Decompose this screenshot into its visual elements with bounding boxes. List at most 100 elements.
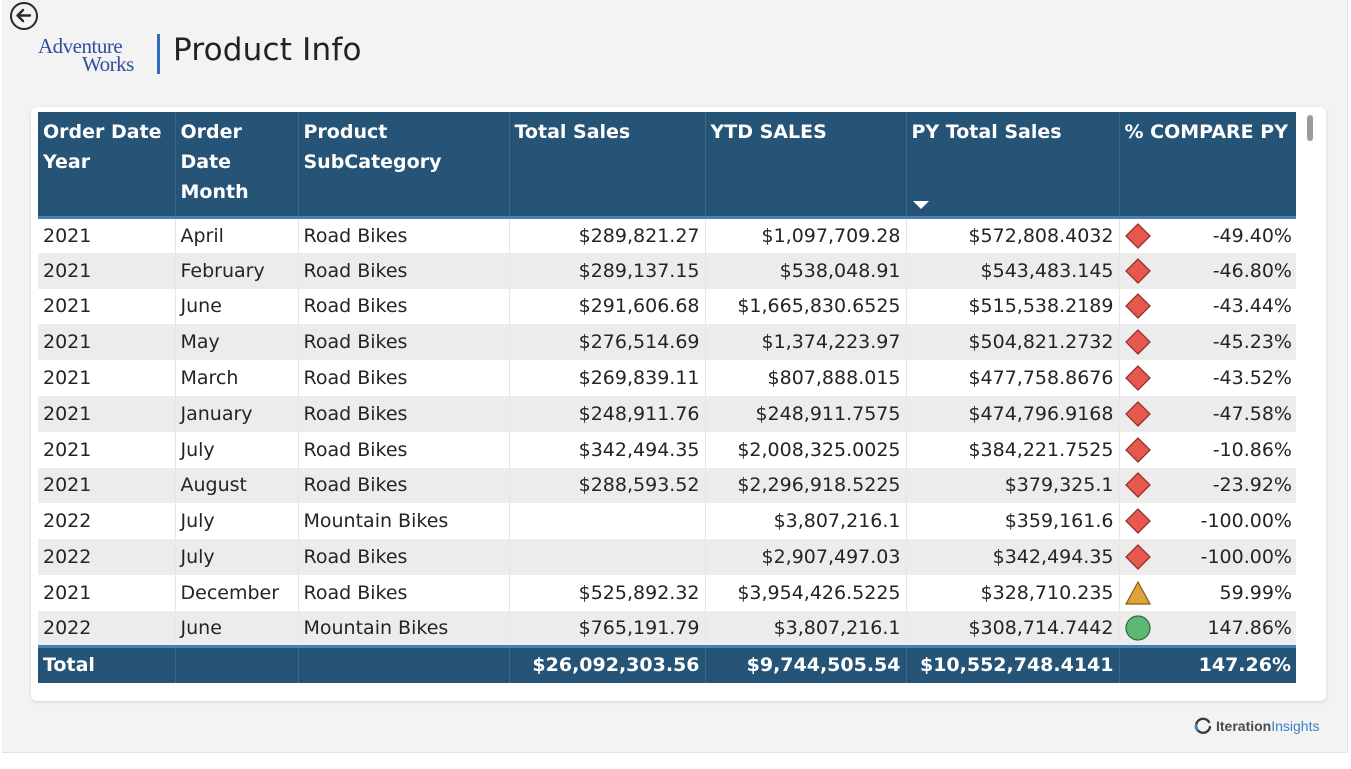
red-diamond-icon — [1124, 400, 1152, 428]
column-header-ytd-sales[interactable]: YTD SALES — [704, 112, 906, 219]
cell-total-sales: $291,606.68 — [508, 288, 705, 325]
red-diamond-icon — [1124, 328, 1152, 356]
total-compare-py: 147.26% — [1118, 645, 1296, 683]
column-header-py-total-sales[interactable]: PY Total Sales — [905, 112, 1119, 219]
column-header-py-total-sales-label: PY Total Sales — [911, 121, 1062, 143]
cell-product-subcategory: Road Bikes — [297, 574, 509, 611]
cell-product-subcategory: Road Bikes — [297, 360, 509, 396]
cell-order-date-year: 2021 — [38, 467, 175, 504]
cell-ytd-sales: $3,807,216.1 — [704, 503, 906, 540]
column-header-order-date-year[interactable]: Order Date Year — [38, 112, 175, 219]
table-row[interactable]: 2021 February Road Bikes $289,137.15 $538,04… — [38, 252, 1296, 289]
cell-ytd-sales: $538,048.91 — [704, 252, 906, 289]
cell-ytd-sales: $3,807,216.1 — [704, 610, 906, 647]
cell-compare-py: -46.80% — [1118, 252, 1296, 289]
compare-py-value: 147.86% — [1207, 616, 1292, 639]
table-row[interactable]: 2021 May Road Bikes $276,514.69 $1,374,223.9… — [38, 324, 1296, 361]
back-button[interactable] — [10, 2, 38, 30]
cell-order-date-year: 2021 — [38, 252, 175, 289]
cell-order-date-month: February — [174, 252, 298, 289]
cell-product-subcategory: Road Bikes — [297, 217, 509, 253]
red-diamond-icon — [1124, 222, 1152, 250]
compare-py-value: -100.00% — [1200, 546, 1292, 569]
column-header-compare-py[interactable]: % COMPARE PY — [1118, 112, 1296, 219]
cell-total-sales: $525,892.32 — [508, 574, 705, 611]
cell-compare-py: -23.92% — [1118, 467, 1296, 504]
cell-total-sales: $288,593.52 — [508, 467, 705, 504]
column-header-total-sales[interactable]: Total Sales — [508, 112, 705, 219]
red-diamond-icon — [1124, 364, 1152, 392]
cell-py-total-sales: $474,796.9168 — [905, 395, 1119, 432]
total-py-total-sales: $10,552,748.4141 — [905, 645, 1119, 683]
table-row[interactable]: 2021 January Road Bikes $248,911.76 $248,911… — [38, 395, 1296, 432]
table-row[interactable]: 2021 December Road Bikes $525,892.32 $3,954,… — [38, 574, 1296, 611]
compare-py-value: -10.86% — [1212, 438, 1292, 461]
table-row[interactable]: 2021 March Road Bikes $269,839.11 $807,888.0… — [38, 360, 1296, 396]
cell-py-total-sales: $572,808.4032 — [905, 217, 1119, 253]
logo-text-line1: Adventure — [38, 34, 123, 58]
cell-order-date-month: June — [174, 288, 298, 325]
cell-order-date-year: 2022 — [38, 503, 175, 540]
cell-ytd-sales: $1,374,223.97 — [704, 324, 906, 361]
cell-order-date-year: 2022 — [38, 539, 175, 575]
compare-py-value: -49.40% — [1212, 224, 1292, 247]
cell-product-subcategory: Mountain Bikes — [297, 610, 509, 647]
cell-py-total-sales: $384,221.7525 — [905, 431, 1119, 468]
report-canvas: Adventure Works Product Info Order Date … — [2, 0, 1348, 753]
cell-order-date-year: 2021 — [38, 395, 175, 432]
vertical-scrollbar[interactable] — [1307, 115, 1313, 141]
product-info-table-visual[interactable]: Order Date Year Order Date Month Product… — [31, 107, 1326, 701]
table-row[interactable]: 2022 July Mountain Bikes $3,807,216.1 $359,1… — [38, 503, 1296, 540]
cell-product-subcategory: Road Bikes — [297, 539, 509, 575]
title-divider — [157, 34, 160, 74]
table-row[interactable]: 2021 April Road Bikes $289,821.27 $1,097,709… — [38, 217, 1296, 253]
cell-compare-py: -47.58% — [1118, 395, 1296, 432]
cell-ytd-sales: $248,911.7575 — [704, 395, 906, 432]
cell-py-total-sales: $543,483.145 — [905, 252, 1119, 289]
cell-total-sales: $269,839.11 — [508, 360, 705, 396]
cell-product-subcategory: Road Bikes — [297, 288, 509, 325]
cell-order-date-year: 2021 — [38, 324, 175, 361]
sort-descending-icon[interactable] — [912, 200, 929, 209]
cell-total-sales: $289,821.27 — [508, 217, 705, 253]
cell-order-date-month: January — [174, 395, 298, 432]
red-diamond-icon — [1124, 257, 1152, 285]
cell-order-date-year: 2021 — [38, 217, 175, 253]
table-row[interactable]: 2022 July Road Bikes $2,907,497.03 $342,494.… — [38, 539, 1296, 575]
adventure-works-logo: Adventure Works — [38, 34, 150, 76]
cell-ytd-sales: $3,954,426.5225 — [704, 574, 906, 611]
table-body: 2021 April Road Bikes $289,821.27 $1,097,709… — [38, 217, 1296, 647]
cell-py-total-sales: $515,538.2189 — [905, 288, 1119, 325]
cell-ytd-sales: $2,296,918.5225 — [704, 467, 906, 504]
cell-product-subcategory: Road Bikes — [297, 431, 509, 468]
compare-py-value: -47.58% — [1212, 402, 1292, 425]
green-circle-icon — [1124, 614, 1152, 642]
compare-py-value: -23.92% — [1212, 474, 1292, 497]
cell-ytd-sales: $2,008,325.0025 — [704, 431, 906, 468]
total-empty-cell — [174, 645, 298, 683]
column-header-product-subcategory[interactable]: Product SubCategory — [297, 112, 509, 219]
cell-compare-py: -100.00% — [1118, 539, 1296, 575]
table-row[interactable]: 2021 August Road Bikes $288,593.52 $2,296,91… — [38, 467, 1296, 504]
cell-order-date-year: 2021 — [38, 288, 175, 325]
cell-order-date-month: July — [174, 503, 298, 540]
yellow-triangle-icon — [1124, 579, 1152, 607]
compare-py-value: -43.44% — [1212, 295, 1292, 318]
table-row[interactable]: 2022 June Mountain Bikes $765,191.79 $3,807,… — [38, 610, 1296, 647]
cell-total-sales: $765,191.79 — [508, 610, 705, 647]
arrow-left-icon — [16, 8, 32, 23]
cell-total-sales: $342,494.35 — [508, 431, 705, 468]
red-diamond-icon — [1124, 436, 1152, 464]
column-header-order-date-month[interactable]: Order Date Month — [174, 112, 298, 219]
cell-order-date-month: August — [174, 467, 298, 504]
cell-ytd-sales: $807,888.015 — [704, 360, 906, 396]
cell-ytd-sales: $2,907,497.03 — [704, 539, 906, 575]
table-row[interactable]: 2021 June Road Bikes $291,606.68 $1,665,830.… — [38, 288, 1296, 325]
page-title: Product Info — [173, 32, 362, 68]
cell-total-sales: $276,514.69 — [508, 324, 705, 361]
red-diamond-icon — [1124, 507, 1152, 535]
cell-py-total-sales: $359,161.6 — [905, 503, 1119, 540]
cell-compare-py: 147.86% — [1118, 610, 1296, 647]
table-row[interactable]: 2021 July Road Bikes $342,494.35 $2,008,325.… — [38, 431, 1296, 468]
cell-py-total-sales: $342,494.35 — [905, 539, 1119, 575]
